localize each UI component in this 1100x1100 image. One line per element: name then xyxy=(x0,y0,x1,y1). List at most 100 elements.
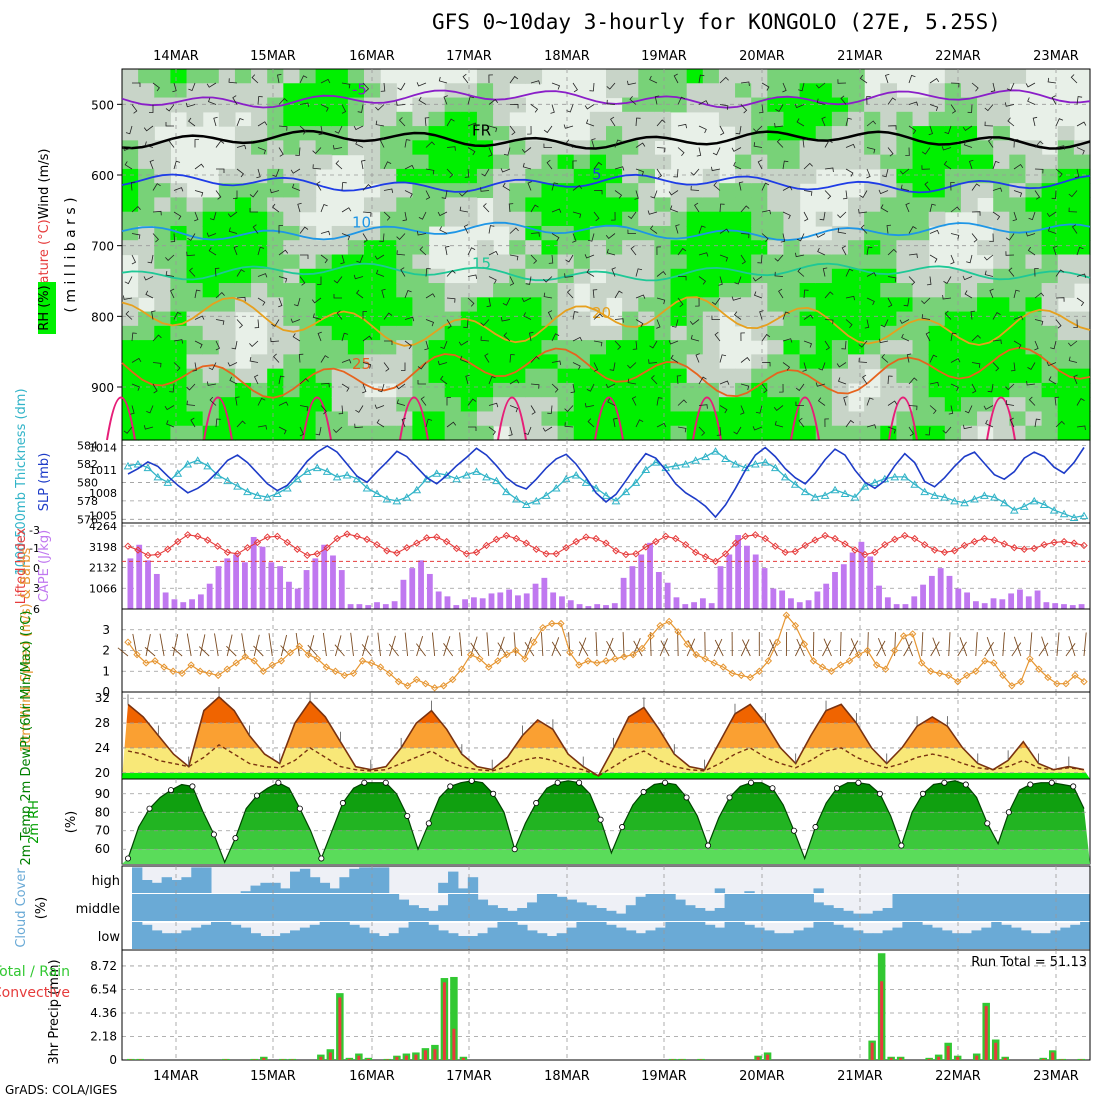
lifted-index-point xyxy=(263,533,272,541)
lifted-index-point xyxy=(791,547,799,556)
wind-barb xyxy=(887,97,897,105)
rh-cell xyxy=(928,382,946,398)
rh-cell xyxy=(557,254,575,270)
rh-cell xyxy=(251,254,268,270)
rh-cell xyxy=(912,183,930,199)
wind-barb xyxy=(584,104,595,110)
wind-barb xyxy=(509,103,519,109)
thickness-point xyxy=(940,493,949,501)
rh-cell xyxy=(331,111,349,127)
wind-barb xyxy=(817,247,826,256)
upper-air-tick-label: 500 xyxy=(91,98,114,112)
wind-barb xyxy=(214,267,220,277)
surface-wind-barb xyxy=(117,647,129,657)
rh-cell xyxy=(347,425,365,441)
rh-cell xyxy=(1025,425,1043,441)
cape-bar xyxy=(902,604,909,609)
wind-barb xyxy=(1076,273,1087,278)
wind-barb xyxy=(593,161,603,170)
surface-wind-barb xyxy=(361,644,372,657)
wind-barb xyxy=(928,125,934,136)
rh-cell xyxy=(928,297,946,313)
rh-cell xyxy=(686,283,704,298)
wind-barb xyxy=(759,310,764,320)
wind-barb xyxy=(254,319,260,329)
rh-cell xyxy=(960,425,978,441)
precip-tick-label: 4.36 xyxy=(90,1006,117,1020)
rh-cell xyxy=(234,297,252,313)
thickness-point xyxy=(1009,506,1019,514)
wind-speed-point xyxy=(1026,655,1034,663)
rh-point xyxy=(296,805,303,812)
cloud-cell-middle xyxy=(951,894,963,922)
rh-cell xyxy=(476,411,494,427)
rh-cell xyxy=(476,297,494,313)
rh-cell xyxy=(977,97,994,113)
rh-cell xyxy=(122,154,139,170)
wind-barb xyxy=(375,120,385,127)
wind-barb xyxy=(206,232,217,237)
cloud-cell-low xyxy=(1001,924,1012,950)
date-label-top: 15MAR xyxy=(250,49,296,64)
wind-barb xyxy=(614,318,624,323)
wind-barb xyxy=(563,124,574,129)
thickness-point xyxy=(999,498,1009,507)
lifted-index-point xyxy=(154,550,162,559)
cloud-cell-low xyxy=(764,930,775,950)
surface-wind-barb xyxy=(1013,636,1022,657)
rh-cell xyxy=(960,411,978,427)
rh-cell xyxy=(1025,154,1043,170)
wind-barb xyxy=(249,208,258,213)
wind-barb xyxy=(124,276,133,285)
wind-barb xyxy=(983,254,994,261)
lifted-index-point xyxy=(761,534,770,543)
surface-wind-barb xyxy=(486,632,490,657)
rh-cell xyxy=(589,325,607,341)
wind-barb xyxy=(929,229,940,235)
rh-cell xyxy=(396,368,413,384)
wind-barb xyxy=(173,187,184,192)
wind-barb xyxy=(125,125,133,135)
wind-barb xyxy=(446,297,456,303)
wind-barb xyxy=(206,82,217,88)
rh-cell xyxy=(347,268,365,284)
wind-barb xyxy=(845,143,856,149)
wind-barb xyxy=(168,138,175,148)
rh-cell xyxy=(1057,354,1075,370)
wind-barb xyxy=(1034,340,1039,351)
rh-cell xyxy=(638,368,655,384)
rh-point xyxy=(576,779,583,786)
cloud-cell-low xyxy=(487,927,498,950)
lifted-index-point xyxy=(841,540,849,548)
rh-cell xyxy=(1009,297,1027,313)
cape-bar xyxy=(735,535,742,609)
wind-barb xyxy=(1027,246,1036,256)
cloud-cell-low xyxy=(981,927,992,950)
rh-cell xyxy=(283,368,301,384)
cloud-cell-low xyxy=(694,922,706,950)
wind-barb xyxy=(333,426,343,433)
rh-cell xyxy=(638,297,655,313)
surface-wind-barb xyxy=(1011,642,1022,657)
rh-cell xyxy=(654,325,672,341)
isotherm-30-arc xyxy=(399,396,429,441)
wind-barb xyxy=(1047,226,1057,234)
rh-cell xyxy=(283,354,301,370)
wind-barb xyxy=(379,138,385,148)
wind-speed-point xyxy=(737,671,745,680)
rh-cell xyxy=(686,254,704,270)
wind-barb xyxy=(467,96,475,105)
rh-cell xyxy=(654,254,672,270)
wind-barb xyxy=(627,362,637,369)
rh-cell xyxy=(751,97,768,113)
rh-cell xyxy=(412,311,430,327)
precip-convective-bar xyxy=(433,1049,437,1060)
rh-cell xyxy=(1057,126,1075,141)
lifted-index-point xyxy=(662,532,670,541)
cloud-cell-middle xyxy=(852,913,864,922)
wind-barb xyxy=(942,426,952,434)
rh-cell xyxy=(428,397,446,413)
rh-cell xyxy=(154,240,171,256)
precip-convective-bar xyxy=(395,1056,399,1060)
rh-cell xyxy=(702,211,720,227)
